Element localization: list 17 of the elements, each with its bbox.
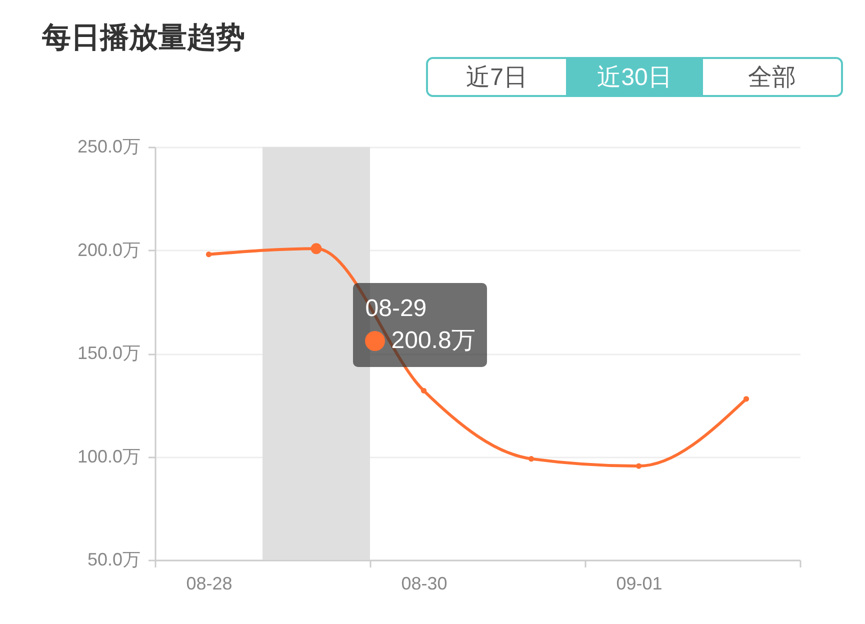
x-tick-label: 08-28 [186,574,232,594]
y-tick-label: 150.0万 [77,343,140,363]
point [743,396,750,402]
tooltip: 08-29 200.8万 [353,282,488,368]
tab-button: 近30日 [566,59,704,95]
y-tick-label: 250.0万 [77,136,140,156]
x-tick-label: 08-30 [401,574,448,594]
x-tick-label: 09-01 [616,574,662,594]
point [528,456,534,462]
annotation: 08-29 [365,294,427,324]
annotation: 200.8万 [391,326,476,356]
chart-title: 每日播放量趋势 [42,21,245,56]
point [420,388,427,394]
y-tick-label: 50.0万 [87,550,140,570]
y-tick-label: 100.0万 [77,446,140,466]
point [206,252,212,258]
y-tick-label: 200.0万 [77,240,140,260]
